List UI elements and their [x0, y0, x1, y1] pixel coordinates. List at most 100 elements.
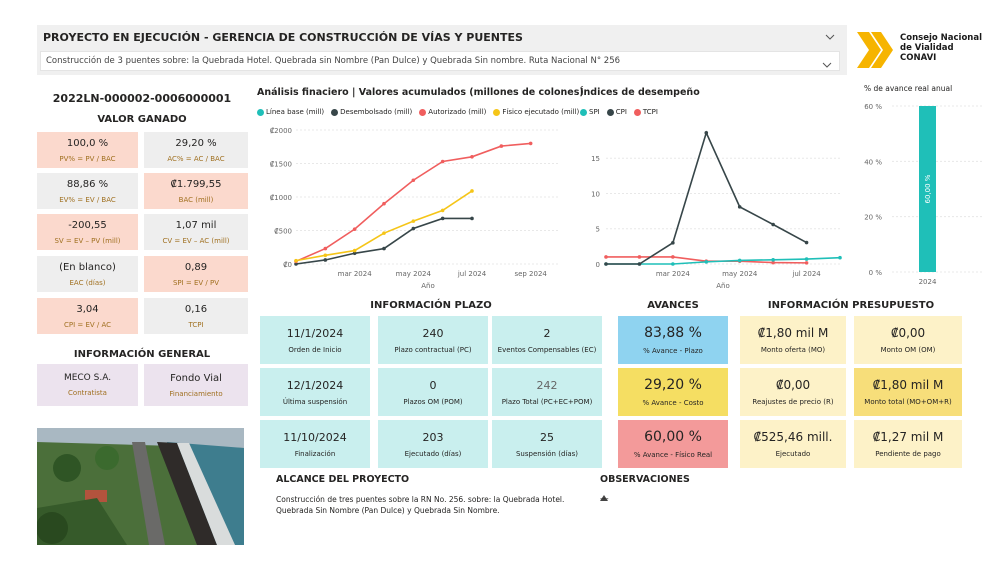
vg-label: SPI = EV / PV [172, 278, 220, 287]
legend-dot-icon [493, 108, 501, 116]
collapse-chevron-icon[interactable] [824, 28, 836, 40]
presupuesto-value: ₡1,27 mil M [872, 430, 944, 444]
data-point [382, 201, 386, 206]
plazo-value: 11/1/2024 [286, 326, 344, 340]
vg-card-ac: 29,20 % AC% = AC / BAC [144, 132, 248, 168]
data-point [294, 258, 298, 263]
plazo-card-suspension-date: 12/1/2024 Última suspensión [260, 368, 370, 416]
sort-up-icon[interactable] [600, 486, 608, 501]
vg-card-sv: -200,55 SV = EV – PV (mill) [37, 214, 138, 250]
data-point [470, 189, 474, 193]
data-point [771, 222, 775, 227]
data-point [671, 255, 675, 259]
plazo-value: 12/1/2024 [286, 378, 344, 392]
vg-value: ₡1.799,55 [170, 178, 222, 190]
presupuesto-label: Reajustes de precio (R) [752, 398, 834, 406]
avance-value: 83,88 % [644, 325, 702, 341]
presupuesto-card-total: ₡1,80 mil M Monto total (MO+OM+R) [854, 368, 962, 416]
data-point [604, 255, 608, 259]
legend-dot-icon [257, 108, 264, 116]
alcance-text: Construcción de tres puentes sobre la RN… [276, 495, 565, 515]
vg-label: PV% = PV / BAC [59, 154, 116, 163]
presupuesto-card-pendiente: ₡1,27 mil M Pendiente de pago [854, 420, 962, 468]
data-point [804, 257, 809, 261]
data-point [352, 227, 357, 231]
logo-line-3: CONAVI [900, 53, 937, 63]
y-tick-label: 40 % [864, 158, 882, 166]
plazo-value: 25 [540, 430, 554, 444]
vg-card-bac: ₡1.799,55 BAC (mill) [144, 173, 248, 209]
legend-item[interactable]: Desembolsado (mill) [331, 108, 412, 116]
plazo-label: Ejecutado (días) [404, 449, 462, 458]
data-point [804, 240, 809, 245]
legend-dot-icon [580, 108, 587, 116]
vg-card-tcpi: 0,16 TCPI [144, 298, 248, 334]
avance-label: % Avance - Plazo [643, 347, 703, 355]
legend-label: Físico ejecutado (mill) [502, 108, 580, 116]
vg-value: 1,07 mil [175, 219, 217, 231]
plazo-card-finalizacion: 11/10/2024 Finalización [260, 420, 370, 468]
series-line [295, 142, 531, 263]
y-tick-label: 0 % [869, 269, 883, 277]
vg-label: CPI = EV / AC [63, 320, 112, 329]
plazo-value: 2 [543, 326, 551, 340]
avances-title: AVANCES [647, 300, 699, 311]
vg-label: AC% = AC / BAC [167, 154, 225, 163]
legend-item[interactable]: TCPI [633, 108, 658, 116]
legend-item[interactable]: SPI [580, 108, 600, 116]
avance-value: 60,00 % [644, 429, 702, 445]
project-select[interactable]: Construcción de 3 puentes sobre: la Queb… [40, 51, 840, 71]
data-point [382, 246, 386, 251]
presupuesto-value: ₡525,46 mill. [753, 430, 833, 444]
vg-label: BAC (mill) [178, 195, 214, 204]
plazo-card-inicio: 11/1/2024 Orden de Inicio [260, 316, 370, 364]
project-select-value: Construcción de 3 puentes sobre: la Queb… [46, 56, 621, 66]
logo-line-2: de Vialidad [900, 43, 954, 53]
y-tick-label: ₡0 [283, 261, 292, 269]
data-point [382, 231, 386, 235]
legend-item[interactable]: Línea base (mill) [257, 108, 324, 116]
contratista-card: MECO S.A. Contratista [37, 364, 138, 406]
avance-plazo-card: 83,88 % % Avance - Plazo [618, 316, 728, 364]
legend-label: CPI [615, 108, 627, 116]
presupuesto-value: ₡0,00 [775, 378, 811, 392]
data-point [499, 144, 504, 148]
data-point [411, 219, 416, 223]
vg-value: 0,89 [184, 261, 208, 273]
series-line [606, 130, 807, 265]
index-chart[interactable]: 0 5 10 15 mar 2024 may 2024 jul 2024 Año [572, 120, 848, 292]
plazo-label: Plazo contractual (PC) [394, 345, 472, 354]
plazo-card-suspension: 25 Suspensión (días) [492, 420, 602, 468]
plazo-value: 0 [429, 378, 437, 392]
data-point [637, 262, 642, 266]
annual-chart[interactable]: 0 % 20 % 40 % 60 % 60,00 % 2024 [852, 96, 992, 292]
x-tick-label: may 2024 [722, 270, 758, 278]
plazo-card-ejecutado: 203 Ejecutado (días) [378, 420, 488, 468]
data-point [671, 241, 675, 245]
info-general-title: INFORMACIÓN GENERAL [73, 349, 211, 360]
dropdown-chevron-icon[interactable] [821, 56, 833, 75]
legend-item[interactable]: Autorizado (mill) [419, 108, 486, 116]
data-point [804, 261, 809, 265]
data-point [411, 178, 416, 183]
legend-item[interactable]: Físico ejecutado (mill) [493, 108, 579, 116]
y-tick-label: 60 % [864, 103, 882, 111]
y-tick-label: 5 [596, 226, 600, 234]
y-tick-label: ₡500 [274, 228, 292, 236]
legend-item[interactable]: CPI [606, 108, 627, 116]
financiamiento-card: Fondo Vial Financiamiento [144, 364, 248, 406]
presupuesto-value: ₡1,80 mil M [757, 326, 829, 340]
data-point [352, 251, 357, 256]
legend-dot-icon [419, 108, 427, 116]
vg-value: 0,16 [184, 303, 208, 315]
presupuesto-card-oferta: ₡1,80 mil M Monto oferta (MO) [740, 316, 846, 364]
financial-chart[interactable]: ₡0 ₡500 ₡1000 ₡1500 ₡2000 mar 2024 may 2024 jul… [252, 120, 570, 292]
data-point [440, 208, 445, 213]
bar-data-label: 60,00 % [924, 174, 932, 203]
data-point [528, 141, 533, 146]
y-tick-label: ₡1000 [270, 194, 292, 202]
plazo-title: INFORMACIÓN PLAZO [370, 300, 492, 311]
plazo-label: Plazo Total (PC+EC+POM) [501, 397, 593, 406]
x-tick-label: may 2024 [396, 270, 432, 278]
x-axis-label: Año [716, 282, 730, 290]
